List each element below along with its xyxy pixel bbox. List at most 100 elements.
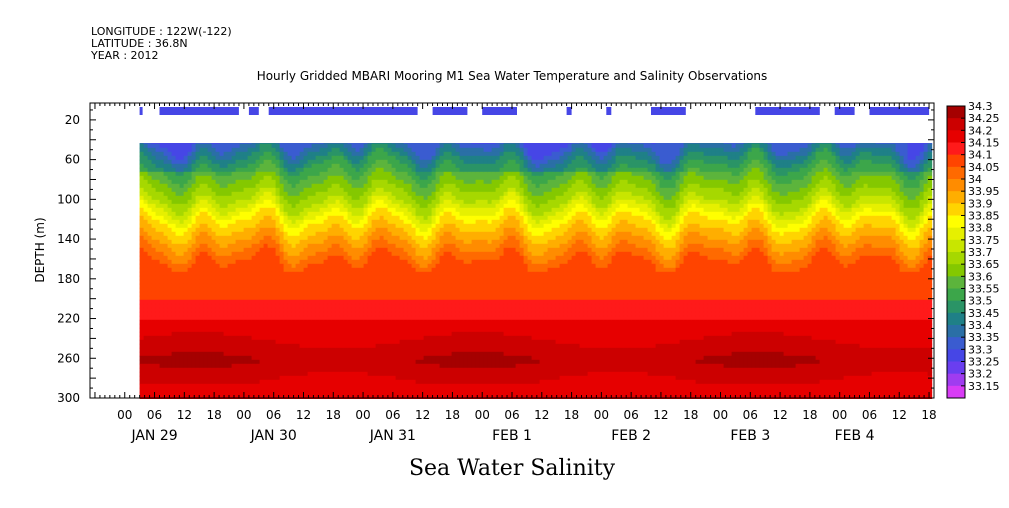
heatmap-cell — [423, 223, 429, 229]
heatmap-cell — [211, 363, 217, 369]
heatmap-cell — [307, 271, 313, 277]
heatmap-cell — [347, 171, 353, 177]
heatmap-cell — [319, 143, 325, 145]
heatmap-cell — [243, 279, 249, 285]
heatmap-cell — [423, 323, 429, 329]
heatmap-cell — [395, 287, 401, 293]
heatmap-cell — [203, 287, 209, 293]
heatmap-cell — [343, 347, 349, 353]
heatmap-cell — [339, 239, 345, 245]
heatmap-cell — [279, 287, 285, 293]
heatmap-cell — [203, 347, 209, 353]
heatmap-cell — [415, 223, 421, 229]
heatmap-cell — [147, 203, 153, 209]
heatmap-cell — [379, 143, 385, 149]
heatmap-cell — [175, 323, 181, 329]
heatmap-cell — [335, 263, 341, 269]
heatmap-cell — [235, 255, 241, 261]
heatmap-cell — [363, 327, 369, 333]
heatmap-cell — [323, 343, 329, 349]
heatmap-cell — [263, 291, 269, 297]
heatmap-cell — [387, 387, 393, 393]
heatmap-cell — [331, 367, 337, 373]
heatmap-cell — [195, 239, 201, 245]
heatmap-cell — [187, 307, 193, 313]
heatmap-cell — [395, 315, 401, 321]
heatmap-cell — [435, 243, 441, 249]
heatmap-cell — [163, 383, 169, 389]
heatmap-cell — [191, 195, 197, 201]
heatmap-cell — [263, 391, 269, 397]
heatmap-cell — [327, 311, 333, 317]
heatmap-cell — [199, 203, 205, 209]
heatmap-cell — [443, 163, 449, 169]
heatmap-cell — [243, 359, 249, 365]
heatmap-cell — [139, 195, 145, 201]
heatmap-cell — [315, 299, 321, 305]
heatmap-cell — [235, 239, 241, 245]
heatmap-cell — [383, 319, 389, 325]
heatmap-cell — [171, 355, 177, 361]
heatmap-cell — [427, 183, 433, 189]
heatmap-cell — [183, 363, 189, 369]
heatmap-cell — [155, 183, 161, 189]
heatmap-cell — [339, 331, 345, 337]
heatmap-cell — [183, 371, 189, 377]
heatmap-cell — [159, 147, 165, 153]
heatmap-cell — [327, 327, 333, 333]
heatmap-cell — [179, 255, 185, 261]
heatmap-cell — [207, 391, 213, 397]
heatmap-cell — [211, 303, 217, 309]
heatmap-cell — [167, 347, 173, 353]
heatmap-cell — [155, 367, 161, 373]
heatmap-cell — [383, 359, 389, 365]
heatmap-cell — [399, 175, 405, 181]
heatmap-cell — [179, 211, 185, 217]
heatmap-cell — [411, 267, 417, 273]
heatmap-cell — [183, 159, 189, 165]
heatmap-cell — [235, 231, 241, 237]
heatmap-cell — [175, 327, 181, 333]
heatmap-cell — [259, 151, 265, 157]
heatmap-cell — [343, 251, 349, 257]
heatmap-cell — [375, 163, 381, 169]
heatmap-cell — [251, 163, 257, 169]
heatmap-cell — [371, 147, 377, 153]
heatmap-cell — [175, 367, 181, 373]
heatmap-cell — [295, 291, 301, 297]
heatmap-cell — [247, 299, 253, 305]
heatmap-cell — [191, 175, 197, 181]
heatmap-cell — [367, 163, 373, 169]
heatmap-cell — [379, 303, 385, 309]
heatmap-cell — [363, 143, 369, 149]
heatmap-cell — [263, 255, 269, 261]
heatmap-cell — [327, 291, 333, 297]
heatmap-cell — [435, 355, 441, 361]
heatmap-cell — [439, 271, 445, 277]
heatmap-cell — [151, 395, 157, 399]
heatmap-cell — [387, 391, 393, 397]
heatmap-cell — [287, 155, 293, 161]
heatmap-cell — [279, 147, 285, 153]
heatmap-cell — [191, 291, 197, 297]
heatmap-cell — [219, 307, 225, 313]
heatmap-cell — [247, 167, 253, 173]
heatmap-cell — [147, 359, 153, 365]
heatmap-cell — [371, 339, 377, 345]
heatmap-cell — [195, 219, 201, 225]
heatmap-cell — [163, 291, 169, 297]
heatmap-cell — [371, 163, 377, 169]
heatmap-cell — [199, 287, 205, 293]
heatmap-cell — [327, 187, 333, 193]
heatmap-cell — [243, 195, 249, 201]
heatmap-cell — [251, 383, 257, 389]
heatmap-cell — [219, 239, 225, 245]
heatmap-cell — [443, 335, 449, 341]
heatmap-cell — [191, 295, 197, 301]
heatmap-cell — [407, 251, 413, 257]
heatmap-cell — [195, 243, 201, 249]
heatmap-cell — [291, 199, 297, 205]
heatmap-cell — [195, 155, 201, 161]
heatmap-cell — [343, 151, 349, 157]
heatmap-cell — [223, 327, 229, 333]
